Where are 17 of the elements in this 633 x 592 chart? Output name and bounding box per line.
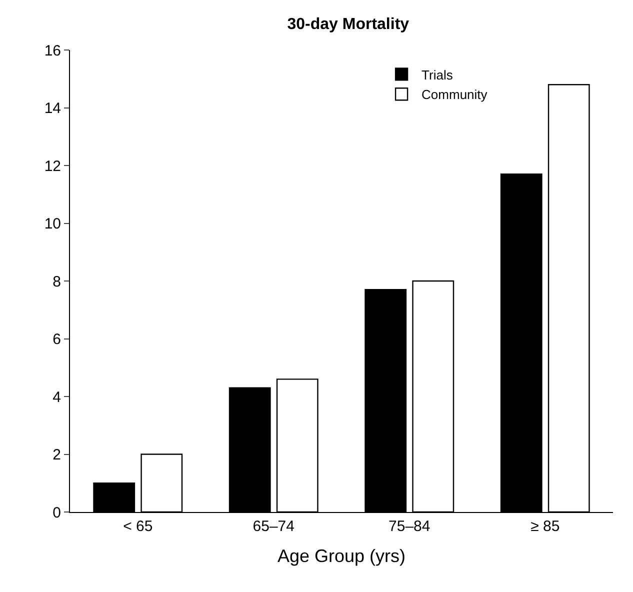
y-tick-label: 0 xyxy=(52,504,61,522)
y-tick-label: 6 xyxy=(52,331,61,348)
x-tick-label: < 65 xyxy=(123,518,153,535)
x-tick-label: 65–74 xyxy=(252,518,294,535)
y-tick-label: 16 xyxy=(44,42,61,60)
y-tick-label: 2 xyxy=(52,446,61,464)
legend-label: Community xyxy=(422,87,488,102)
y-tick-label: 8 xyxy=(52,273,61,290)
y-tick-label: 14 xyxy=(44,100,61,117)
y-tick-label: 4 xyxy=(52,388,61,406)
x-axis-title: Age Group (yrs) xyxy=(277,546,406,566)
y-tick-label: 10 xyxy=(44,216,61,232)
chart-title: 30-day Mortality xyxy=(287,16,410,33)
y-tick-label: 12 xyxy=(44,158,61,175)
x-tick-label: ≥ 85 xyxy=(530,518,560,535)
legend-label: Trials xyxy=(422,67,454,82)
x-tick-label: 75–84 xyxy=(388,518,430,535)
